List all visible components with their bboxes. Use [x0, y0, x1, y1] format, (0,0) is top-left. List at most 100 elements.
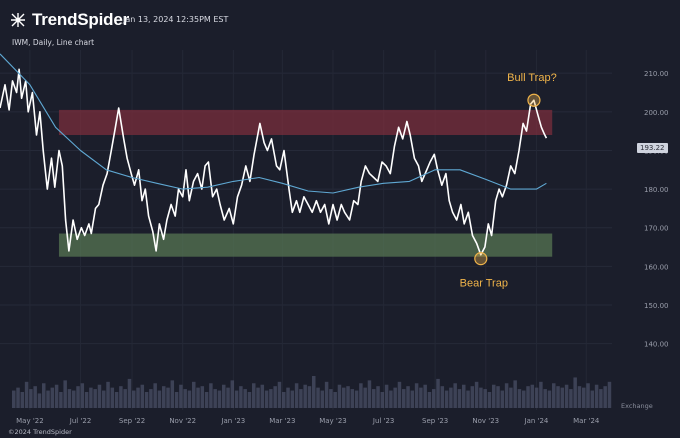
volume-bar	[522, 390, 526, 408]
volume-bar	[84, 392, 89, 408]
volume-bar	[509, 387, 513, 408]
annotation-label: Bull Trap?	[507, 72, 557, 84]
support-zone	[58, 233, 553, 257]
current-price-tag: 193.22	[637, 143, 668, 153]
x-tick-label: Sep '23	[422, 417, 448, 425]
volume-bar	[444, 390, 449, 408]
volume-bar	[162, 386, 166, 408]
volume-bar	[380, 392, 385, 408]
volume-bar	[183, 389, 187, 408]
volume-bar	[393, 387, 397, 408]
x-tick-label: Nov '23	[472, 417, 499, 425]
volume-bar	[127, 378, 132, 408]
y-axis: 140.00150.00160.00170.00180.00190.00200.…	[644, 70, 669, 348]
volume-bar	[329, 389, 333, 408]
volume-bar	[594, 384, 599, 408]
volume-bar	[230, 380, 235, 408]
volume-bar	[37, 393, 42, 408]
volume-bar	[342, 387, 346, 408]
y-tick-label: 170.00	[644, 225, 669, 233]
volume-bar	[539, 381, 543, 408]
x-tick-label: Jul '23	[372, 417, 395, 425]
volume-bar	[119, 386, 123, 408]
y-tick-label: 140.00	[644, 341, 669, 349]
volume-bar	[24, 381, 29, 408]
price-line	[0, 68, 548, 256]
x-axis: May '22 Jul '22 Sep '22 Nov '22 Jan '23 Mar '…	[16, 417, 600, 425]
volume-bar	[170, 380, 175, 408]
volume-bar	[132, 390, 136, 408]
volume-bar	[174, 392, 179, 408]
volume-bar	[260, 384, 265, 408]
volume-bar	[556, 386, 560, 408]
price-zones	[58, 109, 553, 257]
y-tick-label: 210.00	[644, 70, 669, 78]
volume-bar	[89, 387, 93, 408]
volume-bar	[179, 384, 183, 408]
volume-bar	[569, 389, 573, 408]
volume-bar	[603, 386, 607, 408]
brand-name: TrendSpider	[32, 10, 129, 29]
volume-bar	[354, 390, 359, 408]
volume-bar	[586, 383, 590, 408]
volume-bar	[252, 383, 256, 408]
volume-bar	[106, 381, 110, 408]
annotation-marker	[474, 252, 488, 266]
volume-bar	[226, 387, 230, 408]
volume-bar	[93, 389, 97, 408]
volume-bar	[543, 389, 547, 408]
volume-bar	[359, 383, 363, 408]
volume-bar	[560, 387, 565, 408]
volume-bar	[166, 387, 170, 408]
volume-bar	[29, 389, 33, 408]
volume-bar	[153, 383, 157, 408]
volume-bar	[530, 384, 535, 408]
volume-bar	[63, 380, 67, 408]
volume-bar	[312, 376, 316, 408]
volume-bar	[320, 390, 325, 408]
volume-bar	[114, 392, 119, 408]
volume-bar	[243, 389, 247, 408]
chart-datetime: Jan 13, 2024 12:35PM EST	[123, 15, 229, 24]
y-tick-label: 160.00	[644, 263, 669, 271]
y-tick-label: 150.00	[644, 302, 669, 310]
volume-bar	[466, 390, 470, 408]
exchange-label: Exchange	[621, 402, 653, 410]
volume-bar	[140, 384, 145, 408]
volume-bar	[372, 389, 376, 408]
volume-bar	[384, 384, 389, 408]
volume-bar	[582, 387, 586, 408]
volume-bar	[307, 386, 312, 408]
volume-bar	[552, 383, 556, 408]
volume-bar	[277, 381, 282, 408]
volume-bar	[500, 390, 505, 408]
moving-average-line	[0, 53, 547, 194]
volume-bar	[196, 387, 200, 408]
volume-bar	[187, 390, 192, 408]
volume-bar	[192, 381, 196, 408]
volume-bar	[423, 384, 427, 408]
price-series	[0, 53, 548, 256]
volume-bar	[316, 387, 320, 408]
volume-bar	[607, 381, 612, 408]
volume-bar	[290, 390, 295, 408]
y-tick-label: 180.00	[644, 186, 669, 194]
volume-bar	[46, 390, 50, 408]
volume-bar	[517, 389, 522, 408]
volume-bar	[389, 390, 393, 408]
x-tick-label: Jan '23	[220, 417, 245, 425]
volume-bar	[414, 383, 419, 408]
volume-bar	[42, 383, 46, 408]
volume-bar	[204, 392, 209, 408]
volume-bar	[346, 386, 350, 408]
volume-bar	[487, 392, 492, 408]
volume-bar	[299, 389, 303, 408]
volume-bar	[526, 386, 530, 408]
brand-logo: TrendSpider	[10, 10, 129, 30]
symbol-info: IWM, Daily, Line chart	[12, 38, 95, 47]
volume-bar	[72, 390, 76, 408]
volume-bar	[67, 389, 72, 408]
volume-bar	[462, 384, 466, 408]
volume-bar	[367, 380, 372, 408]
